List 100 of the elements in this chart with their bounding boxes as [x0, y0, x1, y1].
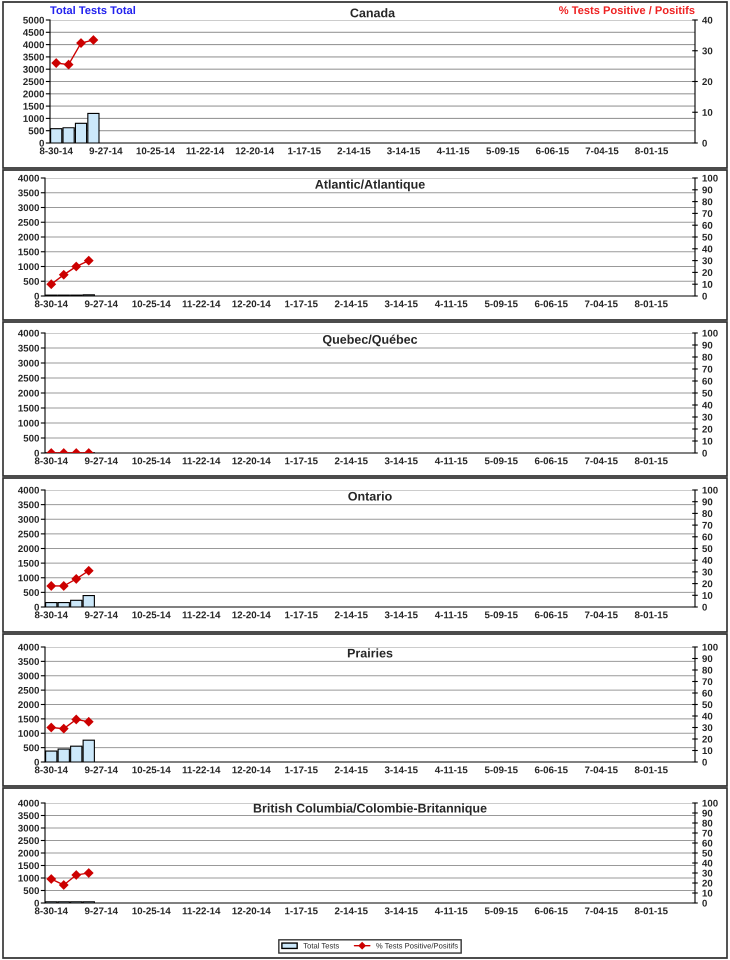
y2-tick-label: 80 — [702, 820, 712, 827]
y2-tick-label: 10 — [702, 108, 712, 116]
x-tick-label: 11-22-14 — [182, 766, 220, 774]
x-tick-label: 3-14-15 — [386, 147, 420, 154]
y2-tick-label: 50 — [702, 701, 712, 708]
y2-tick-label: 90 — [702, 810, 712, 817]
y2-tick-label: 50 — [702, 390, 712, 397]
x-tick-label: 8-30-14 — [40, 147, 73, 154]
y2-tick-label: 10 — [702, 438, 712, 445]
x-tick-label: 8-30-14 — [34, 766, 68, 774]
y2-tick-label: 60 — [702, 378, 712, 385]
x-tick-label: 8-30-14 — [34, 300, 68, 308]
y-tick-label: 0 — [34, 292, 40, 300]
x-tick-label: 8-01-15 — [634, 766, 668, 774]
x-tick-label: 4-11-15 — [436, 148, 470, 154]
x-tick-label: 1-17-15 — [285, 300, 318, 308]
x-tick-label: 2-14-15 — [337, 147, 370, 154]
y-tick-label: 0 — [34, 900, 40, 907]
y-tick-label: 2500 — [18, 686, 40, 694]
y-tick-label: 3500 — [18, 501, 40, 508]
chart-title: Prairies — [348, 648, 392, 658]
y-tick-label: 3000 — [18, 360, 40, 367]
y2-tick-label: 80 — [702, 198, 712, 206]
x-tick-label: 5-09-15 — [486, 147, 520, 154]
x-tick-label: 2-14-15 — [334, 300, 368, 308]
chart-title: Ontario — [348, 491, 392, 501]
x-tick-label: 1-17-15 — [288, 148, 321, 154]
y2-tick-label: 100 — [702, 486, 718, 494]
y2-tick-label: 20 — [702, 880, 712, 887]
y-tick-label: 500 — [24, 887, 40, 894]
y-tick-label: 3500 — [18, 344, 40, 352]
y2-tick-label: 10 — [702, 890, 712, 897]
x-tick-label: 6-06-15 — [536, 147, 569, 154]
y-tick-label: 1000 — [18, 874, 40, 882]
y-tick-label: 1500 — [18, 404, 40, 412]
y2-tick-label: 100 — [702, 644, 718, 651]
y-tick-label: 5000 — [23, 16, 44, 24]
y2-tick-label: 60 — [702, 840, 712, 847]
y2-tick-label: 40 — [702, 712, 712, 720]
y-tick-label: 4000 — [18, 174, 40, 182]
x-tick-label: 3-14-15 — [384, 611, 418, 618]
y-tick-label: 500 — [24, 434, 40, 442]
y2-tick-label: 10 — [702, 280, 712, 288]
x-tick-label: 11-22-14 — [182, 300, 220, 308]
x-tick-label: 7-04-15 — [584, 457, 618, 464]
y-tick-label: 1000 — [18, 420, 40, 427]
x-tick-label: 9-27-14 — [89, 147, 123, 154]
y-tick-label: 500 — [28, 127, 44, 134]
y-tick-label: 1000 — [18, 574, 40, 582]
y-tick-label: 1000 — [18, 730, 40, 737]
y2-tick-label: 30 — [702, 870, 712, 877]
y2-tick-label: 90 — [702, 498, 712, 506]
x-tick-label: 4-11-15 — [434, 612, 468, 618]
y2-tick-label: 100 — [702, 174, 718, 182]
y-tick-label: 3000 — [23, 66, 44, 73]
y2-tick-label: 60 — [702, 534, 712, 540]
chart-title: British Columbia/Colombie-Britannique — [254, 803, 487, 816]
x-tick-label: 5-09-15 — [484, 611, 518, 618]
y2-tick-label: 90 — [702, 655, 712, 662]
x-tick-label: 3-14-15 — [384, 766, 418, 774]
y2-tick-label: 100 — [702, 330, 718, 337]
y-tick-label: 2500 — [23, 78, 44, 86]
y2-tick-label: 30 — [702, 724, 712, 732]
y-tick-label: 4000 — [22, 41, 44, 48]
x-tick-label: 11-22-14 — [182, 611, 220, 618]
y2-tick-label: 20 — [702, 78, 712, 86]
y2-tick-label: 40 — [702, 16, 712, 24]
y-tick-label: 2500 — [18, 374, 40, 382]
x-tick-label: 10-25-14 — [132, 907, 171, 914]
y2-tick-label: 50 — [702, 545, 712, 552]
y-tick-label: 4500 — [22, 29, 44, 36]
y-tick-label: 1500 — [18, 560, 40, 567]
y-tick-label: 2000 — [18, 390, 40, 397]
x-tick-label: 7-04-15 — [584, 907, 618, 914]
y-tick-label: 0 — [39, 140, 44, 147]
y-tick-label: 0 — [34, 758, 40, 766]
y2-tick-label: 60 — [702, 690, 712, 697]
x-tick-label: 10-25-14 — [132, 457, 171, 464]
x-tick-label: 3-14-15 — [384, 907, 418, 914]
y-axis-title: Total Tests Total — [50, 6, 136, 14]
y2-tick-label: 50 — [702, 234, 712, 241]
y2-tick-label: 0 — [702, 900, 707, 907]
y-tick-label: 4000 — [18, 486, 40, 494]
y2-tick-label: 0 — [702, 292, 707, 300]
y2-tick-label: 0 — [702, 758, 707, 766]
x-tick-label: 11-22-14 — [186, 147, 224, 154]
x-tick-label: 8-30-14 — [34, 611, 68, 618]
x-tick-label: 10-25-14 — [132, 766, 171, 774]
x-tick-label: 10-25-14 — [132, 300, 171, 308]
y2-tick-label: 70 — [702, 366, 712, 373]
y2-axis-title: % Tests Positive / Positifs — [559, 6, 695, 14]
y-tick-label: 1500 — [23, 102, 44, 110]
x-tick-label: 5-09-15 — [484, 457, 518, 464]
y-tick-label: 3500 — [18, 189, 40, 196]
x-tick-label: 3-14-15 — [384, 300, 418, 308]
y-tick-label: 2000 — [18, 545, 40, 552]
chart-title: Canada — [350, 8, 396, 18]
x-tick-label: 2-14-15 — [334, 766, 368, 774]
y2-tick-label: 80 — [702, 666, 712, 674]
x-tick-label: 5-09-15 — [484, 766, 518, 774]
